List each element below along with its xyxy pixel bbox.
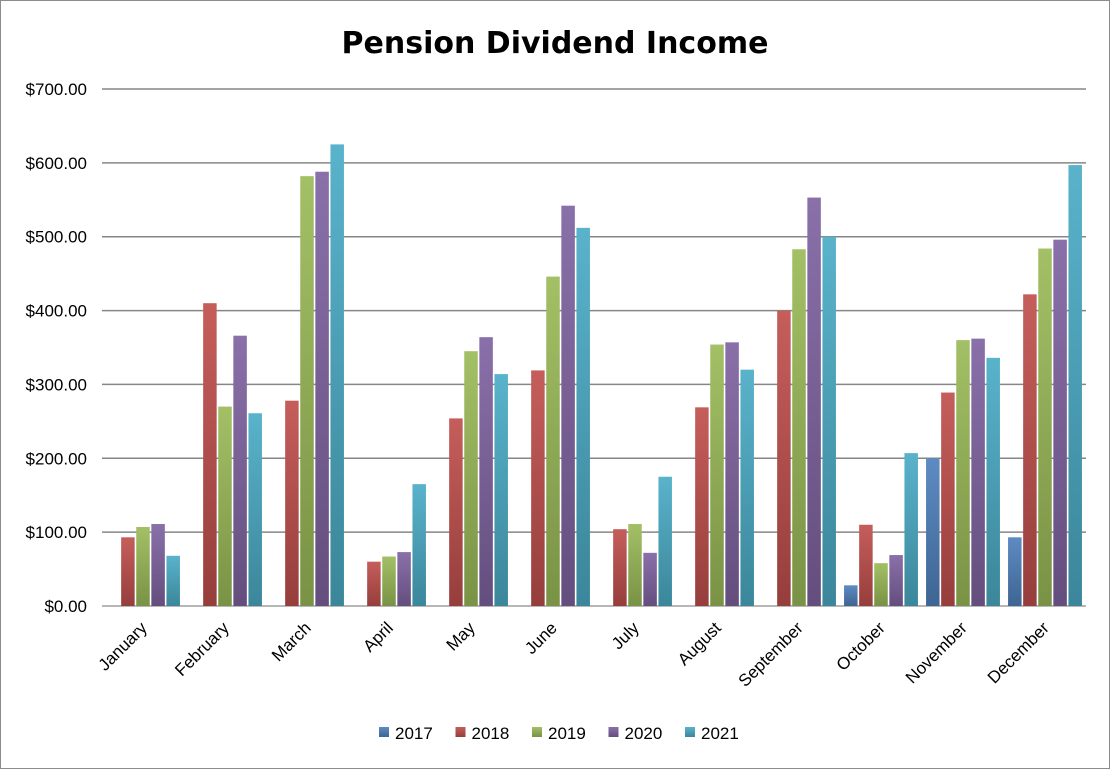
x-tick-label: January <box>95 618 152 675</box>
bar-2017-november <box>926 458 940 606</box>
bar-2019-february <box>218 406 232 606</box>
y-tick-label: $300.00 <box>26 375 87 394</box>
y-axis-tick-labels: $0.00 $100.00 $200.00 $300.00 $400.00 $500.00… <box>26 80 87 616</box>
bar-2020-february <box>233 335 247 606</box>
bar-2019-december <box>1038 248 1052 606</box>
x-tick-label: November <box>902 618 971 687</box>
bar-2018-august <box>695 407 709 606</box>
bar-2019-august <box>710 344 724 606</box>
legend: 2017 2018 2019 2020 2021 <box>379 724 739 743</box>
bar-2019-october <box>874 563 888 606</box>
legend-label-2020: 2020 <box>625 724 663 743</box>
gridlines <box>102 88 1086 607</box>
legend-swatch-2019 <box>532 727 542 737</box>
y-tick-label: $500.00 <box>26 228 87 247</box>
bar-2018-february <box>203 303 217 606</box>
legend-label-2019: 2019 <box>548 724 586 743</box>
bar-2020-october <box>889 555 903 606</box>
bar-2020-april <box>397 552 411 606</box>
bar-2019-november <box>956 340 970 606</box>
bar-2021-march <box>330 144 344 606</box>
bar-2021-september <box>822 236 836 606</box>
bar-2018-july <box>613 529 627 606</box>
y-tick-label: $600.00 <box>26 154 87 173</box>
legend-swatch-2021 <box>685 727 695 737</box>
bar-2019-january <box>136 526 150 606</box>
legend-label-2017: 2017 <box>395 724 433 743</box>
bar-2021-february <box>248 413 262 606</box>
x-tick-label: July <box>608 618 643 653</box>
bar-2018-march <box>285 400 299 606</box>
bar-2020-september <box>807 197 821 606</box>
bar-2021-december <box>1068 165 1082 606</box>
bar-2018-november <box>941 392 955 606</box>
legend-swatch-2017 <box>379 727 389 737</box>
bar-2021-july <box>658 476 672 606</box>
y-tick-label: $700.00 <box>26 80 87 99</box>
bar-2018-april <box>367 561 381 606</box>
x-tick-label: December <box>984 618 1053 687</box>
bar-2021-january <box>166 555 180 606</box>
y-tick-label: $400.00 <box>26 302 87 321</box>
bar-2020-january <box>151 524 165 606</box>
bar-2017-october <box>844 585 858 606</box>
bar-2021-june <box>576 227 590 606</box>
legend-swatch-2018 <box>455 727 466 737</box>
bar-2018-october <box>859 524 873 606</box>
y-tick-label: $0.00 <box>44 597 87 616</box>
x-tick-label: August <box>674 618 725 669</box>
bar-2017-december <box>1008 537 1022 606</box>
bar-2021-may <box>494 374 508 606</box>
legend-swatch-2020 <box>608 727 619 737</box>
bar-2021-april <box>412 484 426 606</box>
x-tick-label: April <box>359 618 396 655</box>
bars <box>121 144 1082 607</box>
x-tick-label: September <box>735 618 807 690</box>
bar-2020-july <box>643 552 657 606</box>
bar-2019-july <box>628 524 642 606</box>
bar-2018-january <box>121 537 135 606</box>
y-tick-label: $100.00 <box>26 523 87 542</box>
bar-2018-june <box>531 370 545 606</box>
x-tick-label: October <box>833 618 889 674</box>
bar-2019-september <box>792 249 806 606</box>
legend-label-2018: 2018 <box>472 724 510 743</box>
x-tick-label: March <box>268 618 315 665</box>
bar-2019-june <box>546 276 560 606</box>
bar-2019-april <box>382 556 396 606</box>
bar-2019-march <box>300 176 314 606</box>
bar-2021-october <box>904 453 918 606</box>
x-tick-label: May <box>443 618 479 654</box>
bar-2020-may <box>479 337 493 606</box>
bar-2021-november <box>986 357 1000 606</box>
bar-2019-may <box>464 351 478 606</box>
bar-2020-august <box>725 342 739 606</box>
y-tick-label: $200.00 <box>26 449 87 468</box>
legend-label-2021: 2021 <box>701 724 739 743</box>
bar-2018-may <box>449 418 463 606</box>
chart-title: Pension Dividend Income <box>342 26 769 61</box>
x-tick-label: February <box>171 618 233 680</box>
x-axis-tick-labels: January February March April May June July Augu… <box>95 618 1053 691</box>
x-tick-label: June <box>521 618 561 658</box>
bar-2021-august <box>740 369 754 606</box>
bar-2020-november <box>971 338 985 606</box>
bar-2018-september <box>777 310 791 606</box>
bar-2020-june <box>561 205 575 607</box>
bar-2018-december <box>1023 294 1037 606</box>
bar-2020-december <box>1053 239 1067 606</box>
bar-2020-march <box>315 171 329 606</box>
